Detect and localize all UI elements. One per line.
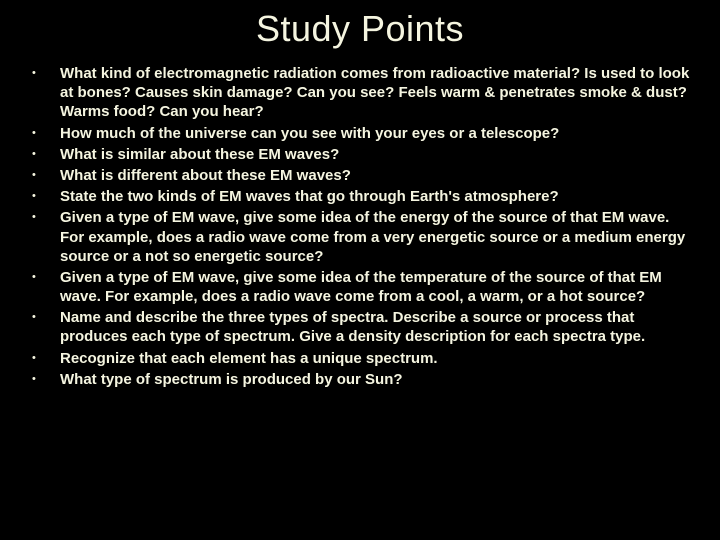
bullet-marker-icon: • xyxy=(30,208,60,223)
bullet-text: What type of spectrum is produced by our… xyxy=(60,370,690,389)
bullet-marker-icon: • xyxy=(30,187,60,202)
bullet-text: Recognize that each element has a unique… xyxy=(60,349,690,368)
bullet-marker-icon: • xyxy=(30,268,60,283)
bullet-item: •What is similar about these EM waves? xyxy=(30,145,690,164)
bullet-text: Name and describe the three types of spe… xyxy=(60,308,690,346)
bullet-marker-icon: • xyxy=(30,124,60,139)
slide-title: Study Points xyxy=(30,8,690,50)
bullet-item: •Given a type of EM wave, give some idea… xyxy=(30,208,690,266)
bullet-item: •State the two kinds of EM waves that go… xyxy=(30,187,690,206)
bullet-marker-icon: • xyxy=(30,166,60,181)
bullet-item: •What kind of electromagnetic radiation … xyxy=(30,64,690,122)
bullet-text: State the two kinds of EM waves that go … xyxy=(60,187,690,206)
bullet-text: What is similar about these EM waves? xyxy=(60,145,690,164)
bullet-item: •What is different about these EM waves? xyxy=(30,166,690,185)
bullet-item: •How much of the universe can you see wi… xyxy=(30,124,690,143)
slide-container: Study Points •What kind of electromagnet… xyxy=(0,0,720,540)
bullet-item: •Recognize that each element has a uniqu… xyxy=(30,349,690,368)
bullet-item: •What type of spectrum is produced by ou… xyxy=(30,370,690,389)
bullet-text: What is different about these EM waves? xyxy=(60,166,690,185)
bullet-text: Given a type of EM wave, give some idea … xyxy=(60,268,690,306)
bullet-list: •What kind of electromagnetic radiation … xyxy=(30,64,690,389)
bullet-text: Given a type of EM wave, give some idea … xyxy=(60,208,690,266)
bullet-text: What kind of electromagnetic radiation c… xyxy=(60,64,690,122)
bullet-marker-icon: • xyxy=(30,370,60,385)
bullet-marker-icon: • xyxy=(30,349,60,364)
bullet-marker-icon: • xyxy=(30,145,60,160)
bullet-text: How much of the universe can you see wit… xyxy=(60,124,690,143)
bullet-marker-icon: • xyxy=(30,64,60,79)
bullet-marker-icon: • xyxy=(30,308,60,323)
bullet-item: •Given a type of EM wave, give some idea… xyxy=(30,268,690,306)
bullet-item: •Name and describe the three types of sp… xyxy=(30,308,690,346)
